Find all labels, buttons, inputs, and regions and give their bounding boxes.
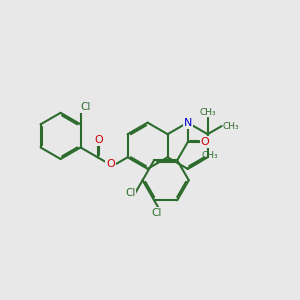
Text: O: O xyxy=(106,159,115,169)
Text: CH₃: CH₃ xyxy=(202,151,218,160)
Text: CH₃: CH₃ xyxy=(199,108,216,117)
Text: CH₃: CH₃ xyxy=(223,122,239,130)
Text: Cl: Cl xyxy=(80,102,90,112)
Text: Cl: Cl xyxy=(152,208,162,218)
Text: N: N xyxy=(183,118,192,128)
Text: O: O xyxy=(94,135,103,145)
Text: Cl: Cl xyxy=(125,188,136,198)
Text: O: O xyxy=(201,137,209,147)
